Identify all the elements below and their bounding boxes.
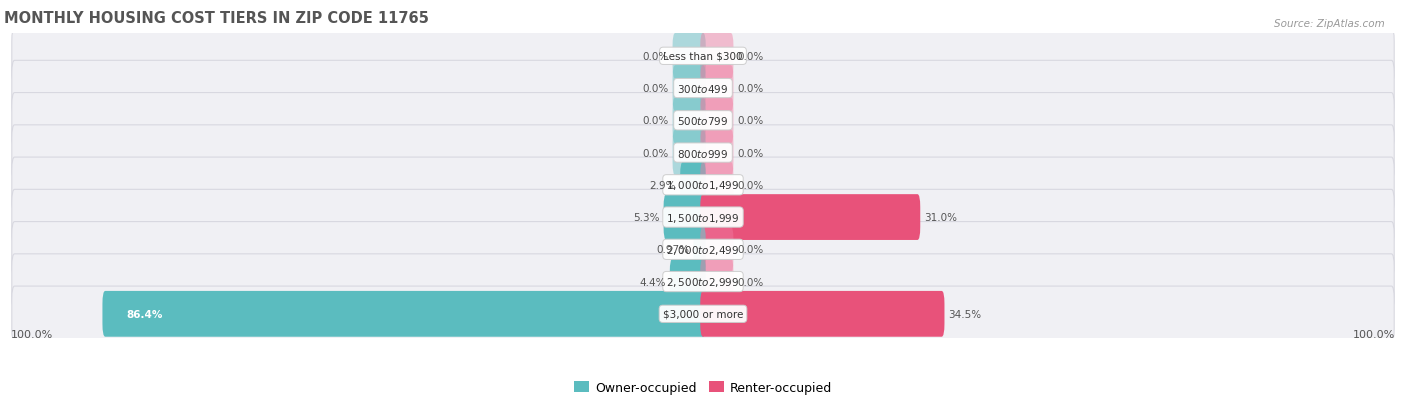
FancyBboxPatch shape [672, 66, 706, 112]
FancyBboxPatch shape [669, 259, 706, 305]
Text: $2,000 to $2,499: $2,000 to $2,499 [666, 243, 740, 256]
Text: 2.9%: 2.9% [650, 180, 676, 190]
Text: $2,500 to $2,999: $2,500 to $2,999 [666, 275, 740, 288]
FancyBboxPatch shape [11, 190, 1395, 245]
Text: Less than $300: Less than $300 [664, 52, 742, 62]
FancyBboxPatch shape [700, 259, 734, 305]
FancyBboxPatch shape [103, 291, 706, 337]
Text: MONTHLY HOUSING COST TIERS IN ZIP CODE 11765: MONTHLY HOUSING COST TIERS IN ZIP CODE 1… [4, 11, 429, 26]
Text: 0.0%: 0.0% [738, 84, 763, 94]
Text: 31.0%: 31.0% [924, 213, 957, 223]
FancyBboxPatch shape [672, 131, 706, 176]
Text: 86.4%: 86.4% [127, 309, 162, 319]
Text: 100.0%: 100.0% [1353, 329, 1395, 339]
Text: 0.0%: 0.0% [643, 84, 668, 94]
Text: $1,000 to $1,499: $1,000 to $1,499 [666, 179, 740, 192]
Text: $3,000 or more: $3,000 or more [662, 309, 744, 319]
FancyBboxPatch shape [700, 34, 734, 80]
FancyBboxPatch shape [700, 163, 734, 208]
Text: 100.0%: 100.0% [11, 329, 53, 339]
Text: 0.0%: 0.0% [643, 52, 668, 62]
FancyBboxPatch shape [700, 66, 734, 112]
Text: 0.0%: 0.0% [643, 116, 668, 126]
FancyBboxPatch shape [11, 61, 1395, 116]
Text: 34.5%: 34.5% [949, 309, 981, 319]
FancyBboxPatch shape [11, 126, 1395, 181]
FancyBboxPatch shape [700, 195, 921, 240]
FancyBboxPatch shape [11, 29, 1395, 84]
FancyBboxPatch shape [700, 98, 734, 144]
Text: 5.3%: 5.3% [633, 213, 659, 223]
Text: 0.0%: 0.0% [738, 277, 763, 287]
Text: $500 to $799: $500 to $799 [678, 115, 728, 127]
Text: 0.0%: 0.0% [738, 148, 763, 158]
Text: 4.4%: 4.4% [640, 277, 665, 287]
Text: 0.0%: 0.0% [738, 52, 763, 62]
FancyBboxPatch shape [672, 98, 706, 144]
Legend: Owner-occupied, Renter-occupied: Owner-occupied, Renter-occupied [568, 376, 838, 399]
FancyBboxPatch shape [681, 163, 706, 208]
FancyBboxPatch shape [11, 222, 1395, 278]
Text: $800 to $999: $800 to $999 [678, 147, 728, 159]
Text: $1,500 to $1,999: $1,500 to $1,999 [666, 211, 740, 224]
FancyBboxPatch shape [700, 291, 945, 337]
FancyBboxPatch shape [672, 34, 706, 80]
Text: 0.0%: 0.0% [738, 116, 763, 126]
FancyBboxPatch shape [11, 158, 1395, 213]
FancyBboxPatch shape [11, 93, 1395, 149]
FancyBboxPatch shape [11, 286, 1395, 342]
Text: $300 to $499: $300 to $499 [678, 83, 728, 95]
FancyBboxPatch shape [11, 254, 1395, 310]
FancyBboxPatch shape [700, 131, 734, 176]
Text: 0.0%: 0.0% [738, 245, 763, 255]
FancyBboxPatch shape [664, 195, 706, 240]
Text: Source: ZipAtlas.com: Source: ZipAtlas.com [1274, 19, 1385, 28]
FancyBboxPatch shape [693, 227, 706, 273]
FancyBboxPatch shape [700, 227, 734, 273]
Text: 0.0%: 0.0% [738, 180, 763, 190]
Text: 0.97%: 0.97% [657, 245, 689, 255]
Text: 0.0%: 0.0% [643, 148, 668, 158]
